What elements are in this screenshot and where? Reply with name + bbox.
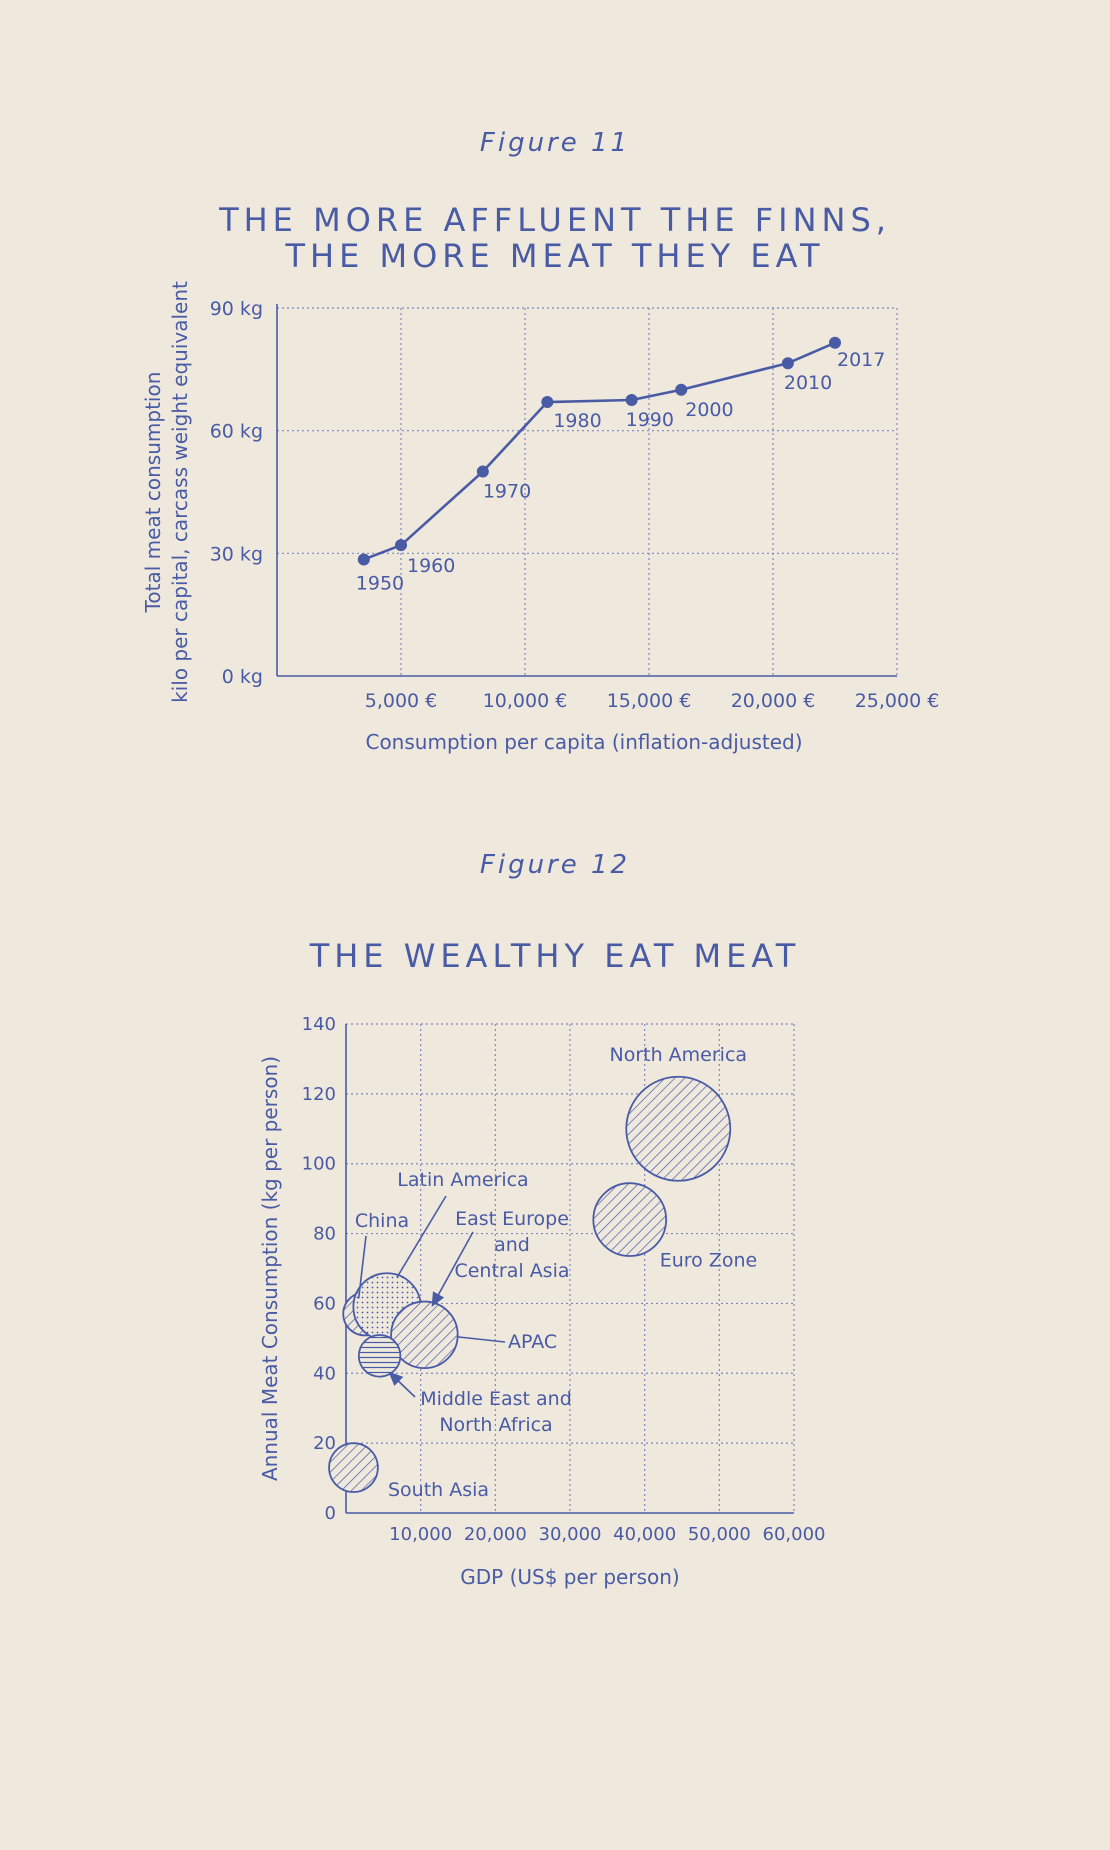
x-tick-label: 10,000 xyxy=(389,1524,452,1545)
point-label: 1980 xyxy=(553,410,601,432)
point-label: 1960 xyxy=(407,555,455,577)
figure-12-label: Figure 12 xyxy=(479,850,631,880)
figure-12-bubble-chart: 10,000 20,000 30,000 40,000 50,000 60,000 0 20 4… xyxy=(258,1014,826,1589)
y-tick-label: 40 xyxy=(313,1363,336,1384)
bubble-north-america xyxy=(625,1075,732,1182)
bubble-south-asia xyxy=(328,1442,379,1493)
leader-line xyxy=(431,1231,474,1307)
bubble-label: and xyxy=(494,1234,530,1256)
y-tick-label: 60 kg xyxy=(210,421,263,443)
y-tick-label: 140 xyxy=(302,1014,336,1035)
bubble-label: Central Asia xyxy=(454,1260,569,1282)
bubble-label: Latin America xyxy=(397,1169,528,1191)
point-label: 1990 xyxy=(626,409,674,431)
data-point xyxy=(357,553,370,566)
figure-11-title-line1: THE MORE AFFLUENT THE FINNS, xyxy=(219,201,891,239)
data-point xyxy=(625,394,638,406)
bubble-label: East Europe xyxy=(455,1208,569,1230)
leader-line xyxy=(457,1336,506,1343)
bubble-label: Middle East and xyxy=(420,1388,572,1410)
bubble-east-europe-and-central-asia xyxy=(390,1300,459,1370)
x-tick-label: 20,000 xyxy=(464,1524,527,1545)
y-tick-label: 30 kg xyxy=(210,543,263,565)
y-tick-label: 100 xyxy=(302,1154,336,1175)
y-tick-label: 80 xyxy=(313,1224,336,1245)
x-axis-title: GDP (US$ per person) xyxy=(460,1565,679,1589)
y-axis-title: Annual Meat Consumption (kg per person) xyxy=(258,1056,282,1481)
x-tick-label: 30,000 xyxy=(539,1524,602,1545)
x-tick-label: 5,000 € xyxy=(365,690,438,712)
bubble-euro-zone xyxy=(592,1182,668,1257)
y-tick-label: 0 kg xyxy=(222,666,263,688)
x-tick-label: 15,000 € xyxy=(607,690,692,712)
y-tick-label: 90 kg xyxy=(210,298,263,320)
data-point xyxy=(476,465,489,478)
bubble-middle-east-and-north-africa xyxy=(357,1334,402,1378)
leader-line xyxy=(388,1371,416,1398)
y-tick-label: 0 xyxy=(325,1503,336,1524)
x-tick-label: 25,000 € xyxy=(855,690,940,712)
data-point xyxy=(541,396,554,409)
figure-12-title: THE WEALTHY EAT MEAT xyxy=(309,937,801,975)
point-label: 2017 xyxy=(837,349,885,371)
x-axis-title: Consumption per capita (inflation-adjust… xyxy=(365,730,802,754)
x-tick-label: 20,000 € xyxy=(731,690,816,712)
point-label: 2010 xyxy=(784,372,832,394)
data-point xyxy=(781,357,794,370)
bubble-label: APAC xyxy=(508,1331,557,1353)
y-tick-label: 20 xyxy=(313,1433,336,1454)
data-point xyxy=(829,336,841,349)
figure-11-label: Figure 11 xyxy=(479,128,631,158)
point-label: 2000 xyxy=(685,399,733,421)
bubble-label: North America xyxy=(609,1044,747,1066)
y-axis-title-line1: Total meat consumption xyxy=(141,372,165,614)
bubble-label: Euro Zone xyxy=(660,1250,757,1272)
series-line xyxy=(363,341,836,561)
figure-11-line-chart: 5,000 € 10,000 € 15,000 € 20,000 € 25,000 € 0… xyxy=(141,281,940,754)
x-tick-label: 60,000 xyxy=(763,1524,826,1545)
figure-11-title-line2: THE MORE MEAT THEY EAT xyxy=(285,237,825,275)
bubble-label: China xyxy=(355,1210,409,1232)
x-tick-label: 50,000 xyxy=(688,1524,751,1545)
point-label: 1950 xyxy=(356,572,404,594)
data-point xyxy=(675,383,688,396)
x-tick-label: 10,000 € xyxy=(483,690,568,712)
x-tick-label: 40,000 xyxy=(613,1524,676,1545)
leader-line xyxy=(396,1195,447,1278)
y-tick-label: 60 xyxy=(313,1293,336,1314)
y-tick-label: 120 xyxy=(302,1084,336,1105)
leader-line xyxy=(357,1235,367,1299)
data-point xyxy=(395,539,407,552)
y-axis-title-line2: kilo per capital, carcass weight equival… xyxy=(168,281,192,703)
point-label: 1970 xyxy=(483,481,531,503)
bubble-label: North Africa xyxy=(439,1414,552,1436)
bubble-label: South Asia xyxy=(388,1479,489,1501)
